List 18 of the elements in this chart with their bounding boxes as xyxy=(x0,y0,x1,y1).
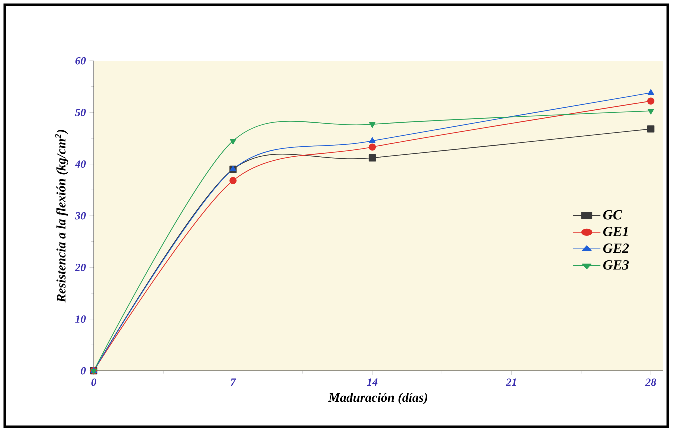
legend-label: GC xyxy=(604,210,623,220)
legend-label: GE3 xyxy=(604,260,630,270)
y-axis-title: Resistencia a la flexión (kg/cm$^{2}$) xyxy=(55,130,68,303)
legend-label: GE2 xyxy=(604,244,630,254)
x-tick-label: 28 xyxy=(645,378,656,386)
y-tick-label: 30 xyxy=(75,212,86,220)
legend-label: GE1 xyxy=(604,227,628,236)
y-tick-label: 10 xyxy=(76,316,86,324)
x-tick-label: 14 xyxy=(367,378,378,386)
y-tick-label: 0 xyxy=(81,367,86,375)
x-axis-title: Maduración (días) xyxy=(328,393,428,405)
y-tick-label: 50 xyxy=(75,108,86,116)
x-tick-label: 0 xyxy=(92,378,97,386)
y-tick-label: 40 xyxy=(75,160,86,168)
x-tick-label: 21 xyxy=(506,378,516,386)
y-tick-label: 20 xyxy=(75,264,86,272)
x-tick-label: 7 xyxy=(230,378,236,386)
y-tick-label: 60 xyxy=(76,57,86,65)
